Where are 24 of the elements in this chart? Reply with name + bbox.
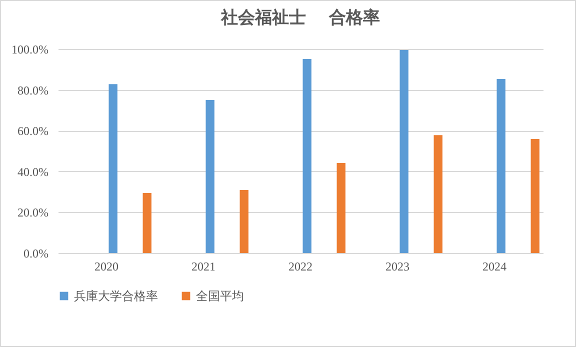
bar xyxy=(302,58,312,253)
y-tick-label: 40.0% xyxy=(18,164,48,179)
chart-title: 社会福祉士 合格率 xyxy=(220,8,380,28)
bar xyxy=(400,50,408,253)
bar xyxy=(434,135,442,253)
bar xyxy=(336,163,346,253)
bar xyxy=(530,138,540,253)
x-tick-label: 2021 xyxy=(192,260,216,274)
x-tick-label: 2020 xyxy=(94,260,118,274)
bar xyxy=(496,78,506,253)
x-tick-label: 2023 xyxy=(386,260,410,274)
bar xyxy=(206,100,214,253)
y-tick-label: 0.0% xyxy=(24,246,48,260)
y-tick-label: 80.0% xyxy=(18,83,48,98)
y-tick-label: 60.0% xyxy=(18,124,48,138)
x-tick-label: 2024 xyxy=(482,260,506,274)
legend-label: 全国平均 xyxy=(196,289,244,303)
y-tick-label: 100.0% xyxy=(12,42,48,56)
y-tick-label: 20.0% xyxy=(18,206,48,220)
bar xyxy=(240,190,248,253)
x-tick-label: 2022 xyxy=(288,260,312,274)
bar xyxy=(142,193,152,253)
legend-label: 兵庫大学合格率 xyxy=(74,289,158,303)
bar xyxy=(108,84,118,253)
